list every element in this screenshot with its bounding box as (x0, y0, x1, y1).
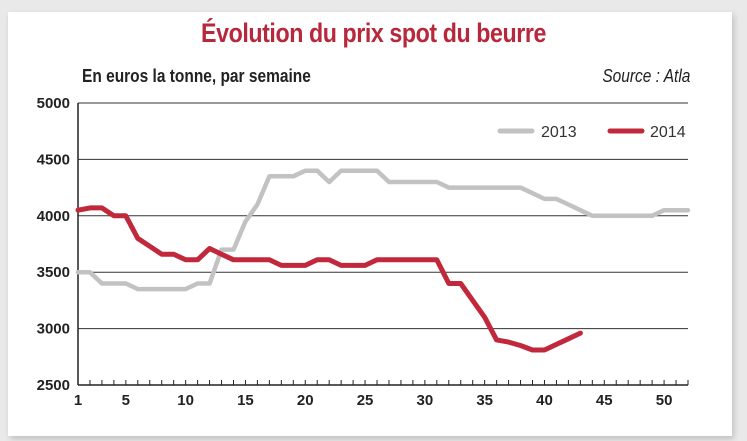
series-line-2013 (75, 168, 691, 292)
y-tick-label: 4500 (37, 151, 70, 168)
x-tick-label: 1 (74, 392, 82, 409)
x-tick-label: 30 (417, 392, 434, 409)
y-tick-label: 3500 (37, 264, 70, 281)
y-tick-label: 4000 (37, 208, 70, 225)
series-line-2014 (75, 205, 583, 353)
x-tick-label: 5 (122, 392, 130, 409)
x-tick-label: 40 (536, 392, 553, 409)
legend: 2013 2014 (497, 124, 686, 141)
grid-lines (77, 102, 689, 386)
chart-subtitle: En euros la tonne, par semaine (82, 66, 311, 86)
legend-label-2014: 2014 (650, 124, 686, 141)
series-lines (75, 168, 691, 353)
x-tick-label: 15 (237, 392, 254, 409)
x-tick-label: 50 (656, 392, 673, 409)
y-tick-label: 5000 (37, 95, 70, 112)
chart-source: Source : Atla (601, 66, 690, 86)
x-tick-label: 25 (357, 392, 374, 409)
x-tick-label: 45 (596, 392, 613, 409)
x-tick-label: 35 (476, 392, 493, 409)
y-tick-label: 3000 (37, 321, 70, 338)
chart-title: Évolution du prix spot du beurre (201, 18, 546, 48)
x-tick-label: 10 (177, 392, 194, 409)
y-tick-label: 2500 (37, 377, 70, 394)
legend-label-2013: 2013 (541, 124, 577, 141)
y-tick-labels: 2500 3000 3500 4000 4500 5000 (37, 95, 70, 394)
x-tick-label: 20 (297, 392, 314, 409)
x-tick-labels: 1 5 10 15 20 25 30 35 40 45 50 (74, 392, 673, 409)
